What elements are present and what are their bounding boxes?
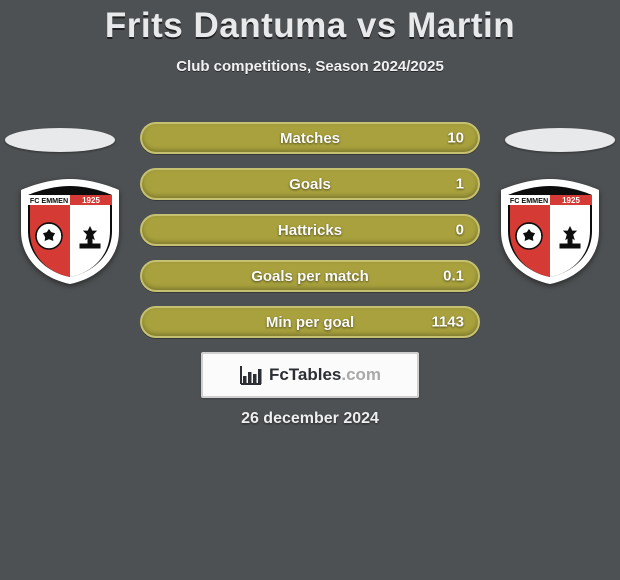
stat-value: 10 bbox=[447, 130, 464, 147]
club-badge-icon: FC EMMEN 1925 bbox=[15, 176, 125, 286]
stat-value: 0 bbox=[456, 222, 464, 239]
stat-label: Goals per match bbox=[251, 268, 369, 285]
club-badge-icon: FC EMMEN 1925 bbox=[495, 176, 605, 286]
badge-year-right: 1925 bbox=[562, 196, 580, 205]
stat-label: Hattricks bbox=[278, 222, 342, 239]
page-subtitle: Club competitions, Season 2024/2025 bbox=[0, 58, 620, 75]
right-photo-placeholder bbox=[505, 128, 615, 152]
stat-row: Goals per match 0.1 bbox=[140, 260, 480, 292]
stat-row: Goals 1 bbox=[140, 168, 480, 200]
stat-label: Min per goal bbox=[266, 314, 354, 331]
stat-value: 1 bbox=[456, 176, 464, 193]
stat-row: Min per goal 1143 bbox=[140, 306, 480, 338]
brand-suffix: .com bbox=[341, 365, 381, 384]
chart-icon bbox=[239, 364, 263, 386]
stats-panel: Matches 10 Goals 1 Hattricks 0 Goals per… bbox=[140, 122, 480, 352]
stat-label: Matches bbox=[280, 130, 340, 147]
stat-label: Goals bbox=[289, 176, 331, 193]
badge-year-left: 1925 bbox=[82, 196, 100, 205]
left-club-badge: FC EMMEN 1925 bbox=[15, 176, 125, 286]
stat-row: Matches 10 bbox=[140, 122, 480, 154]
brand-name: FcTables bbox=[269, 365, 341, 384]
brand-text: FcTables.com bbox=[269, 365, 381, 385]
date-label: 26 december 2024 bbox=[0, 410, 620, 428]
right-club-badge: FC EMMEN 1925 bbox=[495, 176, 605, 286]
page-title: Frits Dantuma vs Martin bbox=[0, 6, 620, 46]
stat-value: 0.1 bbox=[443, 268, 464, 285]
badge-clubcode-right: FC EMMEN bbox=[510, 196, 548, 205]
stat-row: Hattricks 0 bbox=[140, 214, 480, 246]
header: Frits Dantuma vs Martin Club competition… bbox=[0, 0, 620, 75]
left-photo-placeholder bbox=[5, 128, 115, 152]
badge-clubcode-left: FC EMMEN bbox=[30, 196, 68, 205]
brand-box[interactable]: FcTables.com bbox=[201, 352, 419, 398]
stat-value: 1143 bbox=[431, 314, 464, 331]
